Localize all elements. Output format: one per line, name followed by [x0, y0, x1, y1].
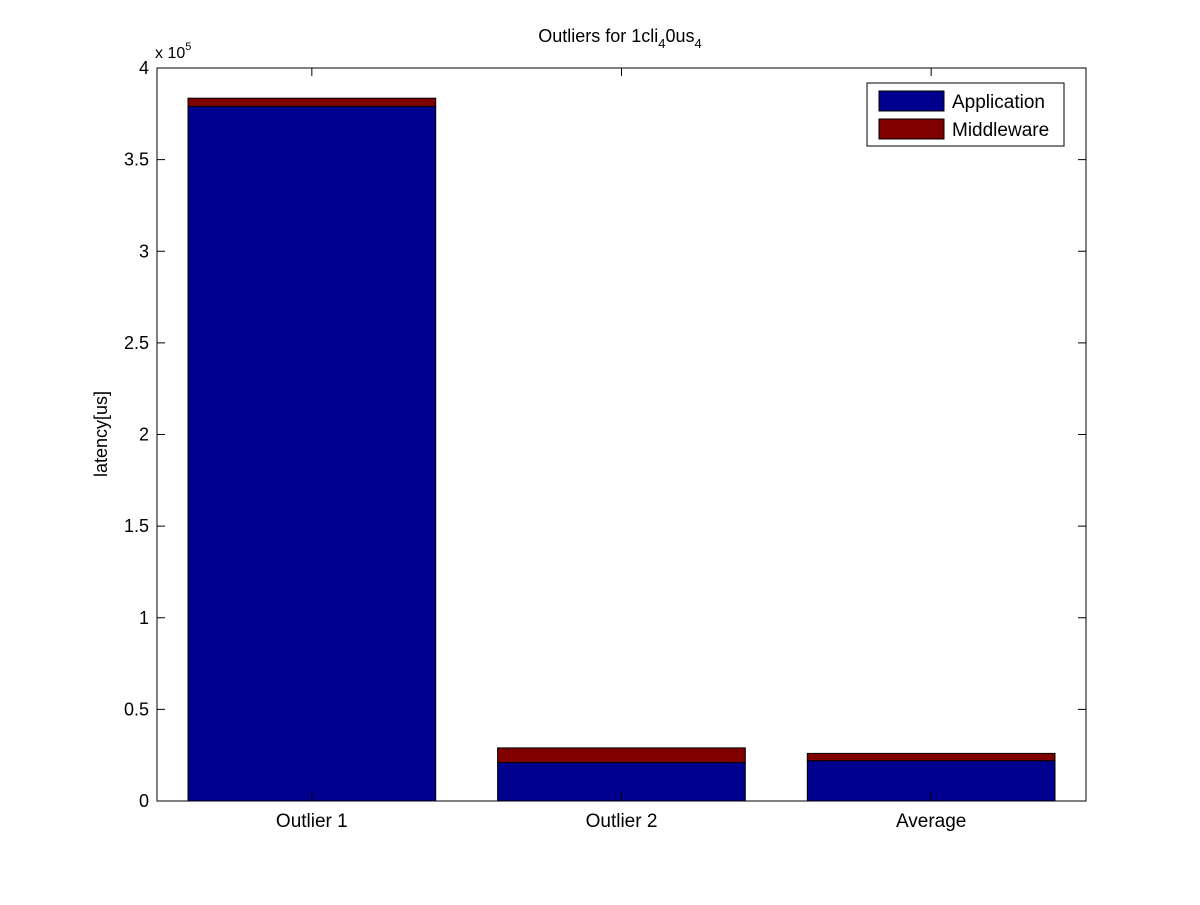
x-tick-label: Outlier 2: [586, 811, 658, 832]
y-tick-label: 3: [139, 241, 149, 261]
chart-title-mid: 0us: [666, 26, 695, 46]
chart-title-main: Outliers for 1cli: [538, 26, 658, 46]
legend-swatch-application: [878, 90, 945, 112]
legend-swatch-middleware: [878, 118, 945, 140]
y-tick-label: 4: [139, 58, 149, 78]
y-tick-label: 2.5: [124, 333, 149, 353]
y-multiplier-exp: 5: [185, 41, 191, 53]
chart-title: Outliers for 1cli40us4: [538, 26, 702, 51]
legend-label-middleware: Middleware: [952, 120, 1049, 141]
y-multiplier-base: x 10: [155, 45, 185, 62]
bars-group: [187, 97, 1056, 802]
y-tick-label: 0.5: [124, 699, 149, 719]
y-tick-label: 1.5: [124, 516, 149, 536]
bar-middleware-3: [806, 752, 1056, 762]
x-tick-label: Average: [896, 811, 966, 832]
y-tick-label: 2: [139, 425, 149, 445]
y-tick-label: 0: [139, 791, 149, 811]
y-ticks-group: 0 0.5 1 1.5 2 2.5 3 3.5 4: [124, 58, 1086, 811]
x-ticks-group: Outlier 1 Outlier 2 Average: [276, 68, 966, 832]
legend-label-application: Application: [952, 92, 1045, 113]
bar-application-1: [187, 106, 437, 802]
y-multiplier: x 105: [155, 41, 191, 62]
bar-middleware-2: [497, 747, 746, 764]
y-tick-label: 3.5: [124, 150, 149, 170]
chart-title-sub1: 4: [658, 36, 665, 51]
y-axis-label: latency[us]: [91, 391, 111, 477]
bar-middleware-1: [187, 97, 437, 107]
chart-title-sub2: 4: [695, 36, 702, 51]
legend: Application Middleware: [866, 82, 1065, 147]
y-tick-label: 1: [139, 608, 149, 628]
x-tick-label: Outlier 1: [276, 811, 348, 832]
